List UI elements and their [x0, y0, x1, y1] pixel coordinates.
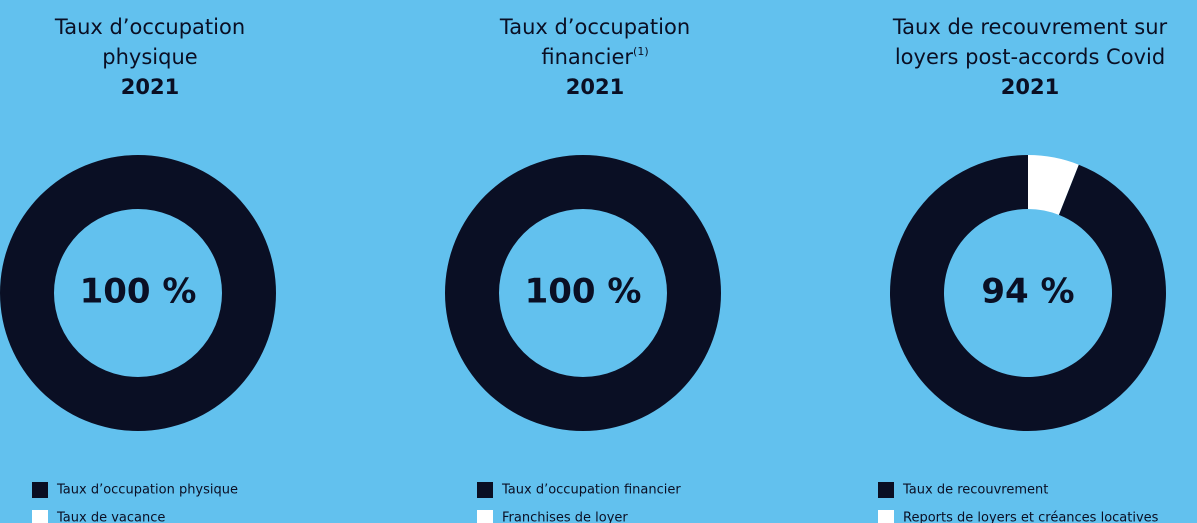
legend-label: Taux de recouvrement: [902, 483, 1048, 498]
legend-label: Taux d’occupation financier: [501, 483, 681, 498]
title-line: financier(1): [405, 42, 785, 72]
title-text: Taux d’occupation: [54, 15, 246, 39]
center-label: 100 %: [525, 272, 642, 312]
donut-segment: [0, 155, 276, 431]
chart-title: Taux de recouvrement sur loyers post-acco…: [840, 12, 1197, 102]
chart-year: 2021: [1000, 75, 1060, 99]
legend-label: Taux d’occupation physique: [56, 483, 238, 498]
legend-swatch: [878, 482, 894, 498]
chart-year: 2021: [565, 75, 625, 99]
legend-swatch: [477, 510, 493, 523]
chart-year: 2021: [120, 75, 180, 99]
title-line: physique: [0, 42, 340, 72]
title-text: financier: [541, 45, 634, 69]
donut-segment: [1028, 155, 1079, 215]
title-text: Taux de recouvrement sur: [892, 15, 1168, 39]
legend-swatch: [32, 510, 48, 523]
legend-label: Taux de vacance: [56, 511, 165, 523]
title-text: loyers post-accords Covid: [894, 45, 1166, 69]
center-label: 100 %: [80, 272, 197, 312]
legend-swatch: [477, 482, 493, 498]
title-line: Taux d’occupation: [405, 12, 785, 42]
title-text: Taux d’occupation: [499, 15, 691, 39]
donut-segment: [890, 155, 1166, 431]
donut-segment: [445, 155, 721, 431]
legend-swatch: [878, 510, 894, 523]
legend-swatch: [32, 482, 48, 498]
chart-title: Taux d’occupation physique 2021: [0, 12, 340, 102]
title-line: loyers post-accords Covid: [840, 42, 1197, 72]
chart-title: Taux d’occupation financier(1) 2021: [405, 12, 785, 102]
legend-label: Reports de loyers et créances locatives: [903, 511, 1159, 523]
title-line: Taux d’occupation: [0, 12, 340, 42]
title-note: (1): [633, 45, 649, 58]
legend-label: Franchises de loyer: [502, 511, 628, 523]
title-text: physique: [102, 45, 198, 69]
center-label: 94 %: [981, 272, 1074, 312]
title-line: Taux de recouvrement sur: [840, 12, 1197, 42]
